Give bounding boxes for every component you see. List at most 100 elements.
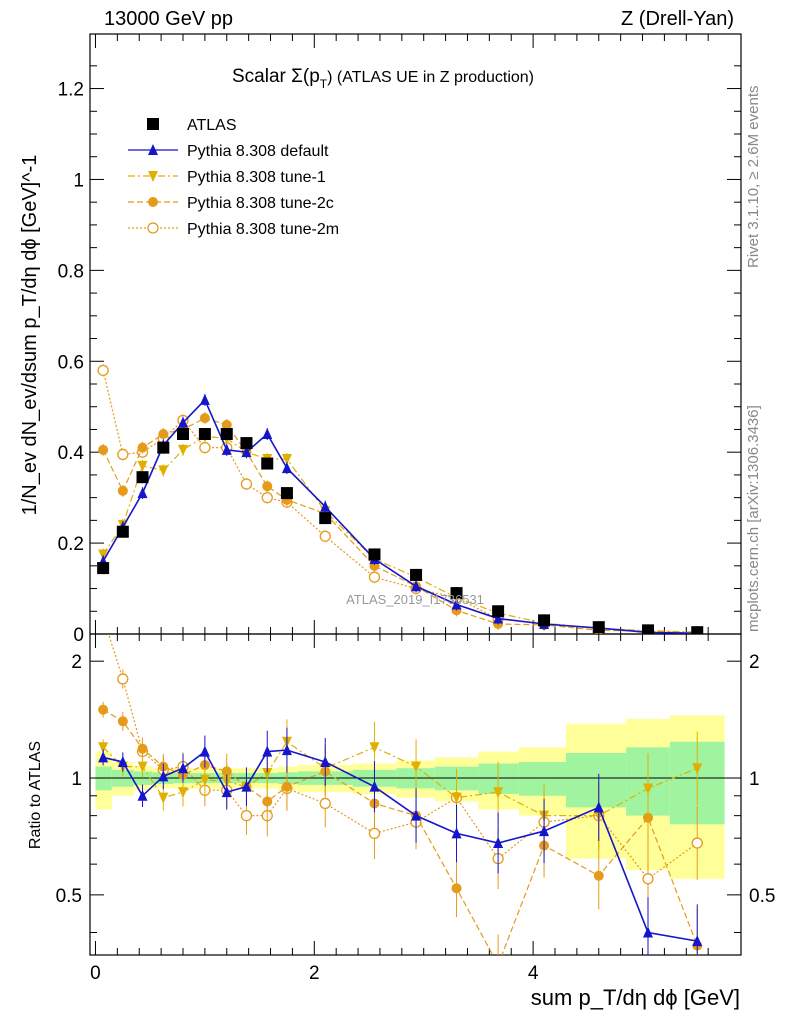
point-pythia-8-308-tune-2c [199, 413, 210, 424]
legend-marker-pythia-8-308-tune-1 [148, 171, 158, 182]
point-pythia-8-308-tune-1 [281, 454, 292, 465]
ratio-point-pythia-8-308-default [221, 786, 232, 798]
stat-uncertainty-band [565, 753, 627, 808]
ratio-point-pythia-8-308-tune-2c [593, 870, 604, 881]
point-pythia-8-308-tune-2m [199, 441, 211, 454]
ratio-pythia-8-308-default [98, 727, 703, 955]
ratio-point-pythia-8-308-default [137, 789, 148, 801]
ratio-tick-label-right: 2 [749, 652, 760, 673]
ratio-point-pythia-8-308-tune-1 [493, 787, 504, 799]
legend-marker-pythia-8-308-default [148, 144, 158, 155]
point-atlas [450, 587, 463, 600]
ratio-tick-label: 0.5 [56, 886, 82, 907]
plot-title-sub: T [320, 77, 328, 91]
legend-label-pythia-8-308-tune-2c: Pythia 8.308 tune-2c [187, 195, 334, 212]
ratio-point-pythia-8-308-tune-1 [411, 761, 422, 773]
y-tick-label: 0 [73, 625, 84, 646]
point-pythia-8-308-tune-2c [137, 442, 148, 453]
point-atlas [261, 457, 274, 470]
point-atlas [691, 626, 704, 634]
energy-label: 13000 GeV pp [104, 8, 233, 30]
point-pythia-8-308-default [281, 462, 292, 474]
ratio-point-pythia-8-308-default [411, 809, 422, 821]
x-axis-label: sum p_T/dη dϕ [GeV] [531, 985, 740, 1010]
point-pythia-8-308-tune-2m [319, 530, 331, 542]
x-tick-label: 0 [90, 963, 101, 984]
ratio-point-pythia-8-308-default [98, 751, 109, 763]
point-pythia-8-308-tune-2m [240, 478, 253, 490]
series-layer [97, 364, 704, 955]
ratio-point-pythia-8-308-default [593, 801, 604, 813]
point-pythia-8-308-default [411, 580, 422, 592]
point-pythia-8-308-tune-1 [178, 444, 188, 456]
ratio-panel-frame [89, 633, 742, 956]
point-pythia-8-308-default [320, 500, 331, 512]
point-atlas [177, 428, 189, 440]
ratio-point-pythia-8-308-default [262, 745, 273, 757]
point-atlas [538, 614, 551, 627]
ratio-point-pythia-8-308-tune-1 [137, 761, 148, 773]
ratio-point-pythia-8-308-tune-2c [262, 796, 273, 807]
point-pythia-8-308-tune-1 [158, 465, 169, 477]
point-pythia-8-308-default [241, 446, 252, 458]
legend-label-pythia-8-308-tune-2m: Pythia 8.308 tune-2m [187, 221, 339, 238]
ratio-point-pythia-8-308-default [493, 837, 504, 849]
ratio-point-pythia-8-308-tune-2c [137, 743, 148, 754]
ratio-point-pythia-8-308-default [178, 762, 188, 774]
plot-title: Scalar Σ(pT) (ATLAS UE in Z production) [232, 66, 534, 91]
point-pythia-8-308-tune-2m [261, 491, 273, 504]
ratio-point-pythia-8-308-default [281, 744, 292, 756]
point-atlas [642, 624, 654, 634]
plot-title-main: Scalar Σ(p [232, 66, 320, 87]
ratio-point-pythia-8-308-default [692, 935, 703, 947]
ratio-point-pythia-8-308-tune-2m [98, 612, 108, 622]
y-tick-label: 0.2 [58, 534, 84, 555]
legend-label-pythia-8-308-default: Pythia 8.308 default [187, 143, 329, 160]
ratio-point-pythia-8-308-default [643, 926, 653, 938]
point-pythia-8-308-tune-1 [137, 460, 148, 472]
ratio-point-pythia-8-308-default [451, 827, 462, 839]
point-pythia-8-308-tune-2c [262, 481, 273, 492]
point-atlas [157, 441, 170, 454]
ratio-point-pythia-8-308-default [369, 780, 380, 792]
ratio-point-pythia-8-308-tune-2c [281, 781, 292, 792]
y-tick-label: 0.4 [58, 443, 85, 464]
point-atlas [410, 568, 423, 581]
ratio-point-pythia-8-308-tune-1 [262, 768, 273, 780]
ratio-point-pythia-8-308-default [199, 745, 210, 757]
ratio-tick-label-right: 0.5 [749, 886, 775, 907]
mcplots-label: mcplots.cern.ch [arXiv:1306.3436] [745, 405, 762, 632]
point-pythia-8-308-default [178, 416, 188, 428]
y-axis-label: 1/N_ev dN_ev/dsum p_T/dη dϕ [GeV]^-1 [19, 155, 41, 516]
ratio-point-pythia-8-308-default [241, 780, 252, 792]
point-pythia-8-308-tune-2c [158, 429, 169, 439]
axis-ticks: 0 0.2 0.4 0.6 0.8 1 1.2 0 2 4 0.5 0.5 1 1 2 2 [56, 34, 775, 984]
point-atlas [492, 605, 505, 618]
ratio-point-pythia-8-308-default [539, 825, 550, 837]
analysis-watermark: ATLAS_2019_I1736531 [346, 592, 484, 607]
y-tick-label: 0.6 [58, 352, 84, 373]
ratio-point-pythia-8-308-tune-2c [451, 883, 462, 894]
process-label: Z (Drell-Yan) [621, 8, 734, 30]
ratio-tick-label: 2 [71, 652, 82, 673]
point-atlas [116, 525, 129, 538]
uncertainty-bands [90, 715, 741, 879]
plot-frames [89, 33, 742, 956]
ratio-point-pythia-8-308-tune-2m [240, 809, 253, 822]
point-atlas [220, 428, 233, 440]
ratio-point-pythia-8-308-default [158, 770, 169, 782]
point-pythia-8-308-tune-2c [221, 419, 232, 430]
ratio-point-pythia-8-308-default [320, 755, 331, 767]
point-pythia-8-308-tune-2c [98, 444, 109, 455]
y-tick-label: 1.2 [58, 80, 84, 101]
x-tick-label: 4 [528, 963, 539, 984]
series-atlas [97, 428, 704, 634]
point-pythia-8-308-tune-2m [117, 448, 129, 461]
ratio-axis-label: Ratio to ATLAS [27, 741, 44, 849]
point-pythia-8-308-default [493, 612, 504, 624]
point-atlas [280, 487, 293, 500]
rivet-version-label: Rivet 3.1.10, ≥ 2.6M events [745, 85, 762, 269]
point-atlas [136, 471, 149, 484]
point-atlas [592, 621, 605, 634]
